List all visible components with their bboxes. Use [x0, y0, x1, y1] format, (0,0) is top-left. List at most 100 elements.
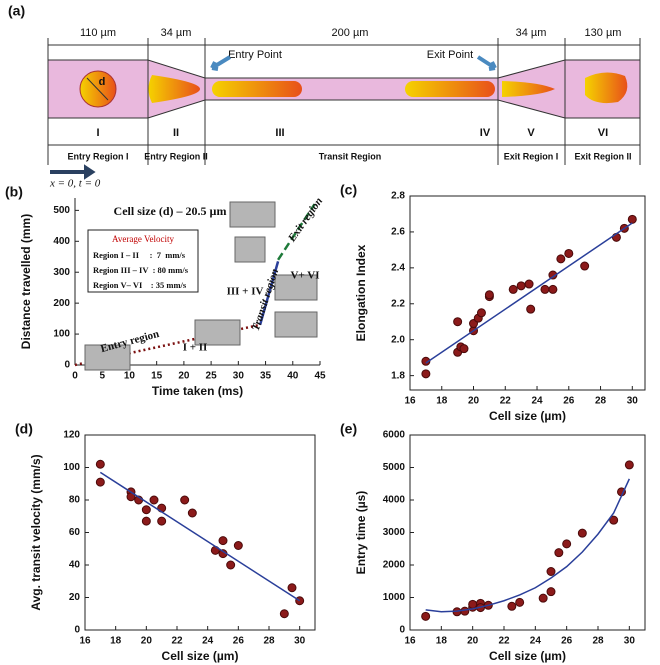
- data-point: [95, 459, 105, 469]
- y-tick-label: 2.8: [391, 191, 405, 202]
- x-tick-label: 22: [171, 636, 183, 647]
- y-tick-label: 100: [63, 462, 80, 473]
- x-tick-label: 40: [287, 371, 299, 382]
- region-name: Exit Region I: [504, 151, 559, 161]
- region-numeral: III: [275, 127, 284, 139]
- data-point: [508, 284, 518, 294]
- data-point: [540, 284, 550, 294]
- x-tick-label: 22: [498, 636, 510, 647]
- y-axis-label: Entry time (µs): [354, 491, 368, 575]
- plot-frame: [84, 434, 316, 631]
- x-tick-label: 24: [202, 636, 214, 647]
- y-tick-label: 200: [53, 298, 70, 309]
- micrograph: [194, 319, 241, 346]
- x-tick-label: 26: [233, 636, 245, 647]
- dimension-label: 200 µm: [332, 27, 369, 39]
- cell: [148, 75, 200, 103]
- origin-label: x = 0, t = 0: [49, 178, 101, 190]
- legend-box: [87, 229, 199, 293]
- point-label: Entry Point: [228, 49, 282, 61]
- series-line: [425, 222, 633, 364]
- data-point: [580, 261, 590, 271]
- micrograph: [84, 344, 131, 371]
- y-tick-label: 300: [53, 267, 70, 278]
- x-tick-label: 16: [79, 636, 91, 647]
- data-point: [609, 515, 619, 525]
- data-point: [546, 567, 556, 576]
- micrograph: [274, 311, 318, 338]
- series-line: [99, 471, 301, 602]
- x-tick-label: 18: [436, 396, 448, 407]
- y-tick-label: 2.2: [391, 298, 405, 309]
- data-point: [421, 611, 431, 621]
- x-tick-label: 26: [563, 396, 575, 407]
- data-point: [484, 290, 494, 300]
- data-point: [624, 460, 634, 470]
- x-tick-label: 20: [178, 371, 190, 382]
- x-tick-label: 30: [233, 371, 245, 382]
- x-tick-label: 16: [404, 396, 416, 407]
- data-point: [577, 528, 587, 538]
- data-point: [226, 560, 236, 570]
- legend-row: Region I – II : 7 mm/s: [93, 250, 186, 260]
- y-axis-label: Distance travelled (mm): [19, 214, 33, 349]
- y-tick-label: 0: [399, 625, 405, 636]
- data-point: [548, 270, 558, 280]
- region-numeral: II: [173, 127, 179, 139]
- plot-frame: [409, 195, 646, 391]
- data-point: [149, 495, 159, 505]
- data-point: [453, 317, 463, 327]
- legend-row: Region III – IV : 80 mm/s: [93, 265, 189, 275]
- x-tick-label: 28: [592, 636, 604, 647]
- annotation: Exit region: [285, 195, 325, 245]
- x-tick-label: 15: [151, 371, 163, 382]
- data-point: [476, 308, 486, 318]
- x-tick-label: 25: [206, 371, 218, 382]
- x-tick-label: 22: [500, 396, 512, 407]
- data-point: [180, 495, 190, 505]
- x-tick-label: 26: [561, 636, 573, 647]
- x-tick-label: 30: [627, 396, 639, 407]
- y-tick-label: 1000: [383, 592, 406, 603]
- y-axis-label: Elongation Index: [354, 244, 368, 341]
- y-tick-label: 0: [64, 360, 70, 371]
- data-point: [546, 587, 556, 597]
- panel-label: (a): [8, 3, 25, 19]
- y-tick-label: 100: [53, 329, 70, 340]
- annotation: Cell size (d) – 20.5 µm: [114, 204, 227, 218]
- dimension-label: 110 µm: [80, 27, 116, 39]
- data-point: [548, 284, 558, 294]
- y-tick-label: 2.6: [391, 227, 405, 238]
- data-point: [538, 593, 548, 603]
- data-point: [287, 583, 297, 593]
- y-tick-label: 40: [69, 560, 81, 571]
- region-numeral: VI: [598, 127, 608, 139]
- y-tick-label: 4000: [383, 495, 406, 506]
- region-name: Entry Region II: [144, 151, 208, 161]
- data-point: [507, 601, 517, 611]
- x-tick-label: 24: [531, 396, 543, 407]
- panel-label: (c): [340, 182, 357, 198]
- data-point: [515, 597, 525, 607]
- exit-arrow: [476, 55, 497, 71]
- data-point: [468, 599, 478, 609]
- x-tick-label: 20: [141, 636, 153, 647]
- micrograph: [274, 274, 318, 301]
- dimension-lines: [47, 38, 641, 165]
- region-numeral: V: [527, 127, 535, 139]
- dimension-label: 34 µm: [161, 27, 192, 39]
- data-point: [627, 214, 637, 224]
- y-tick-label: 120: [63, 430, 80, 441]
- legend-row: Region V– VI : 35 mm/s: [93, 280, 187, 290]
- x-tick-label: 18: [110, 636, 122, 647]
- x-tick-label: 28: [263, 636, 275, 647]
- y-tick-label: 80: [69, 495, 81, 506]
- data-point: [516, 281, 526, 291]
- annotation: III + IV: [227, 286, 264, 298]
- y-tick-label: 2.4: [391, 262, 405, 273]
- data-point: [95, 477, 105, 487]
- panel-label: (e): [340, 421, 357, 437]
- y-tick-label: 2.0: [391, 334, 405, 345]
- region-name: Exit Region II: [574, 151, 631, 161]
